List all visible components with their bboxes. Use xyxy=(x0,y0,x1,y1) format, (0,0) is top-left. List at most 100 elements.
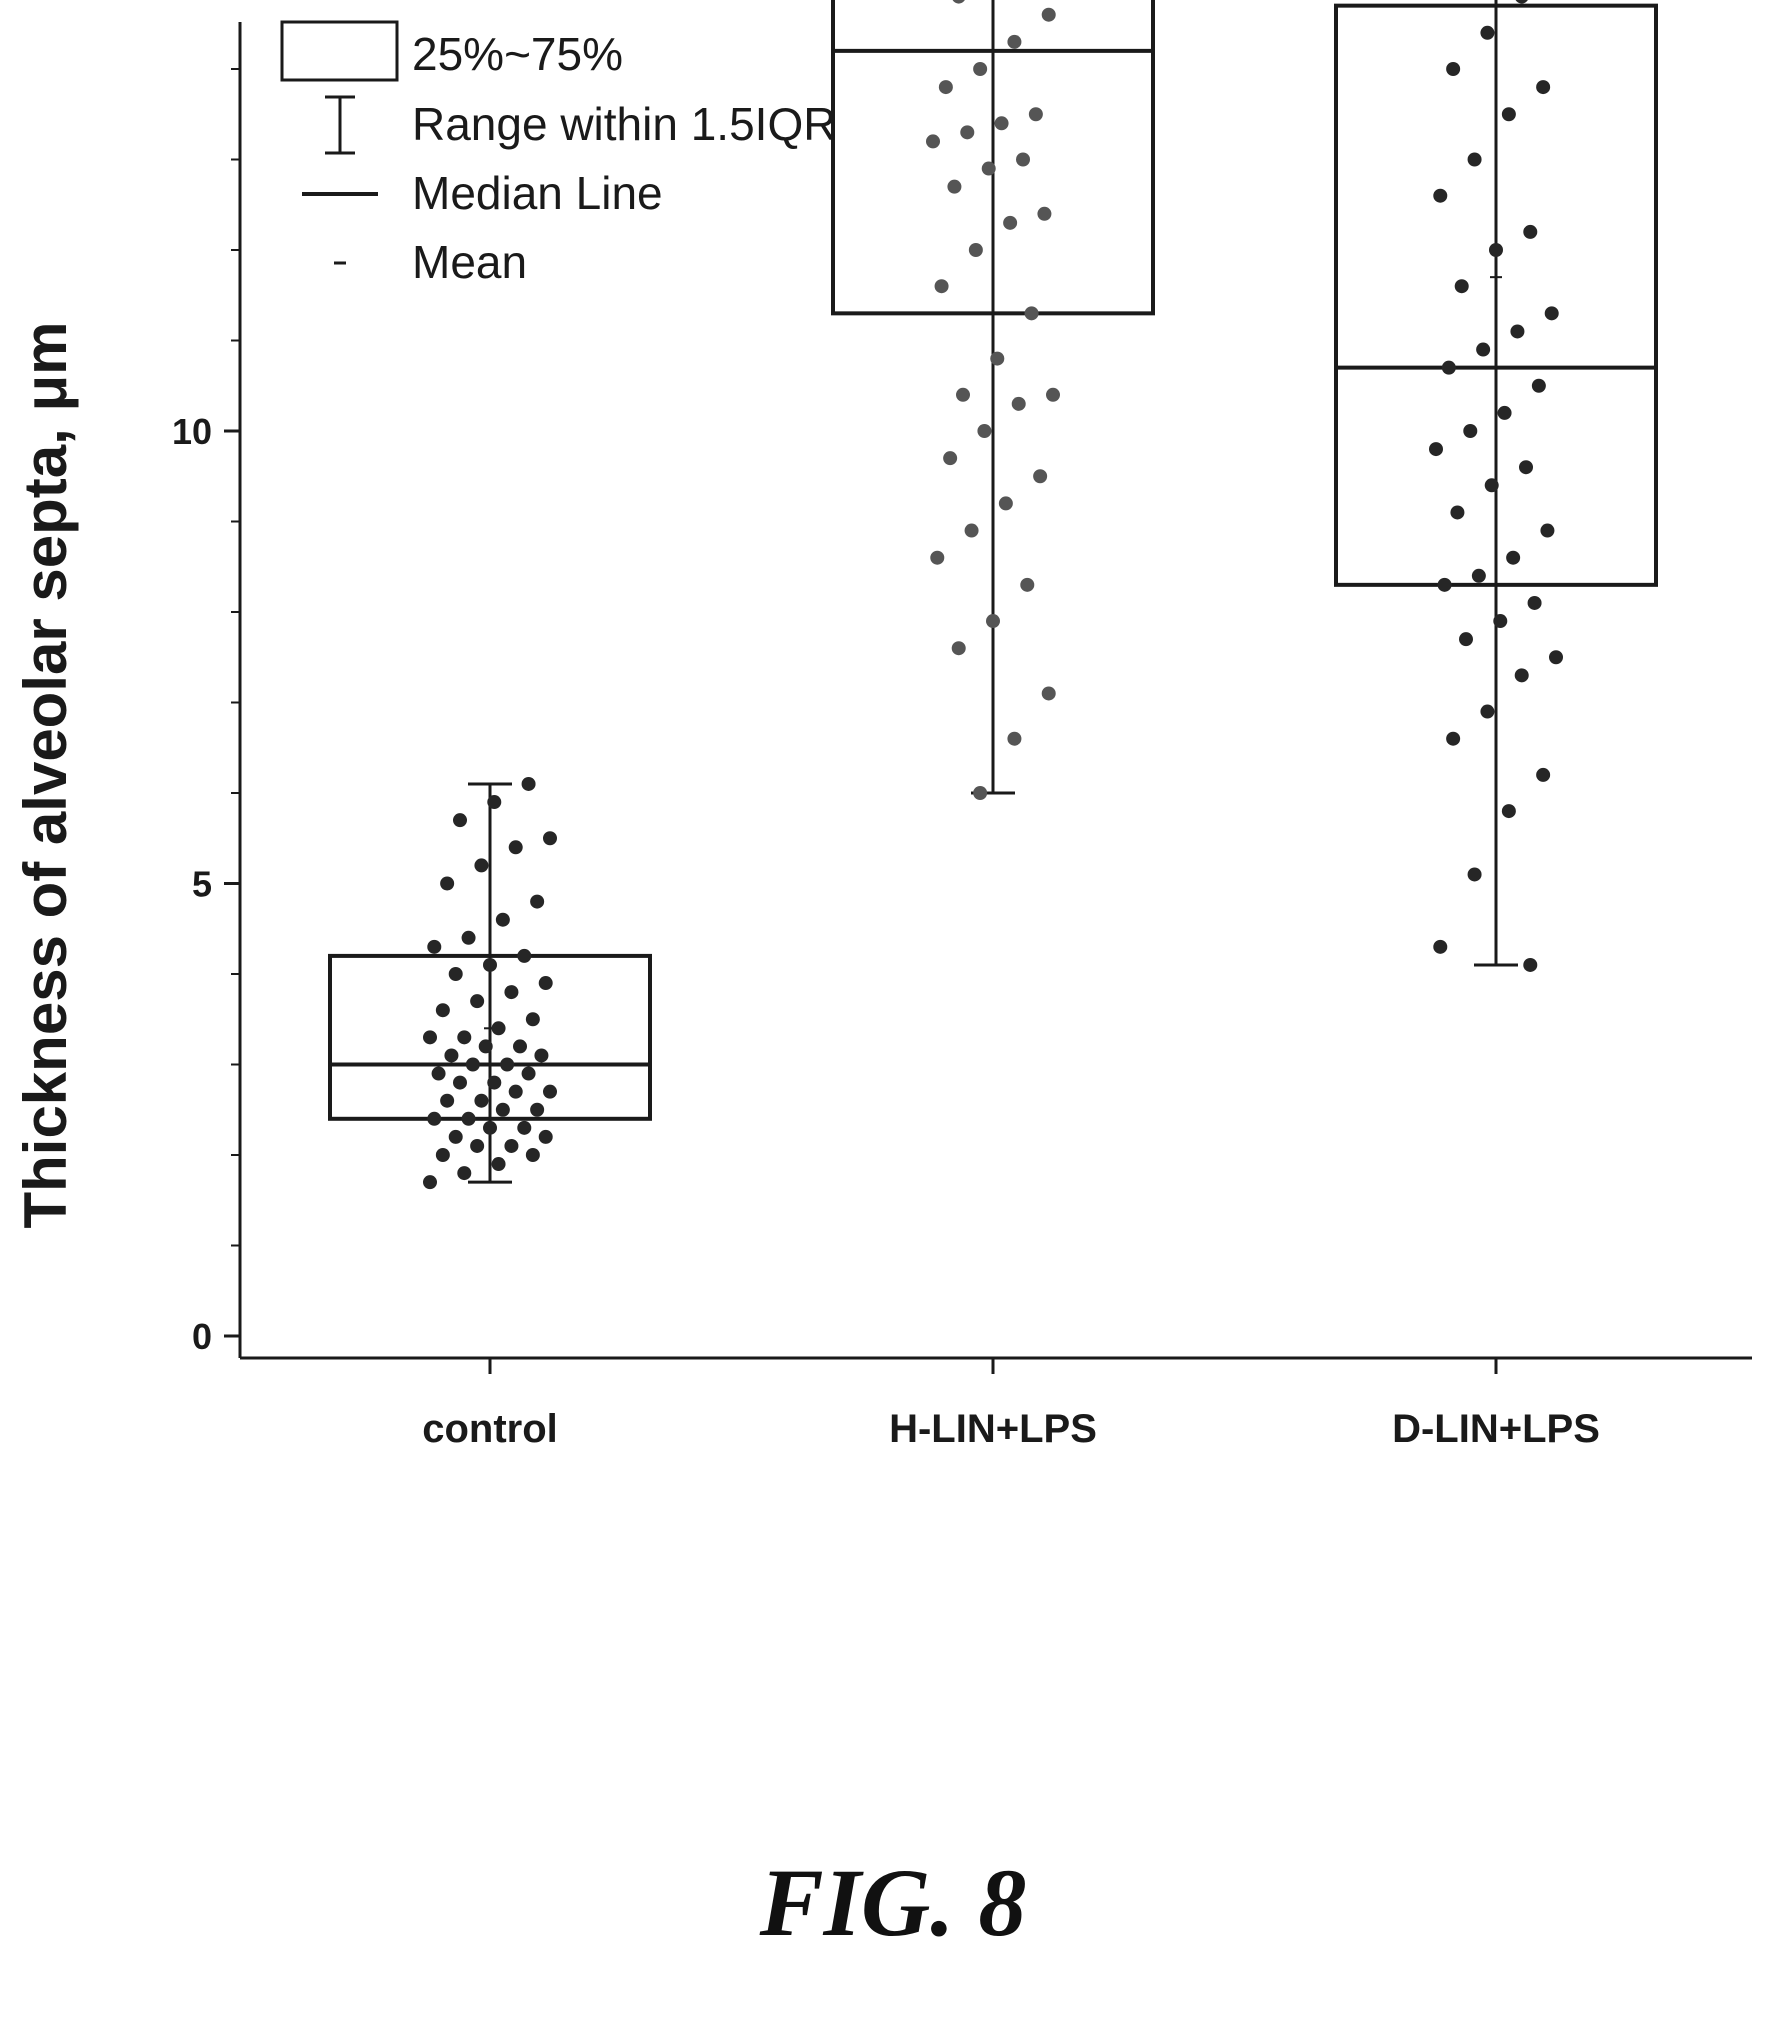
data-point xyxy=(1523,957,1538,972)
iqr-box xyxy=(831,0,1155,316)
x-tick-label: D-LIN+LPS xyxy=(1392,1407,1600,1451)
data-point xyxy=(1531,378,1546,393)
legend-whisker-label: Range within 1.5IQR xyxy=(412,98,836,150)
data-point xyxy=(538,1129,553,1144)
data-point xyxy=(994,116,1009,131)
data-point xyxy=(1446,731,1461,746)
data-point xyxy=(453,813,467,828)
data-point xyxy=(448,1129,463,1144)
data-point xyxy=(500,1057,515,1072)
data-point xyxy=(483,957,497,972)
data-point xyxy=(423,1175,437,1190)
data-point xyxy=(517,948,532,963)
data-point xyxy=(530,894,545,909)
y-tick-label: 0 xyxy=(192,1316,212,1357)
data-points xyxy=(423,0,1563,1190)
data-point xyxy=(1501,804,1516,819)
data-point xyxy=(461,1111,476,1126)
data-point xyxy=(947,179,962,194)
legend-median-label: Median Line xyxy=(412,167,663,219)
y-tick-label: 10 xyxy=(172,411,212,452)
data-point xyxy=(1536,767,1551,782)
data-point xyxy=(470,1138,485,1153)
data-point xyxy=(448,967,463,981)
data-point xyxy=(1519,460,1533,475)
legend-box-symbol xyxy=(280,20,399,82)
data-point xyxy=(534,1048,549,1063)
data-point xyxy=(1540,523,1555,538)
data-point xyxy=(474,1093,489,1108)
data-point xyxy=(1037,206,1052,221)
data-point xyxy=(1463,424,1478,438)
y-tick-label: 5 xyxy=(192,864,212,905)
data-point xyxy=(926,134,940,149)
data-point xyxy=(478,1039,493,1054)
data-point xyxy=(1041,686,1056,701)
data-point xyxy=(1497,405,1512,420)
data-point xyxy=(998,496,1013,511)
data-point xyxy=(440,876,455,891)
data-point xyxy=(1446,62,1461,76)
data-point xyxy=(508,1084,523,1099)
data-point xyxy=(1480,25,1495,40)
data-point xyxy=(1489,243,1503,257)
data-point xyxy=(951,641,966,656)
data-point xyxy=(930,550,945,565)
data-point xyxy=(440,1093,455,1108)
data-point xyxy=(444,1048,459,1063)
data-point xyxy=(1003,215,1018,230)
data-point xyxy=(504,985,519,1000)
data-point xyxy=(465,1057,480,1072)
data-point xyxy=(956,387,970,402)
data-point xyxy=(1437,577,1452,592)
data-point xyxy=(1476,342,1491,357)
data-point xyxy=(934,279,949,294)
data-point xyxy=(1523,224,1538,239)
data-point xyxy=(973,786,988,800)
data-point xyxy=(431,1066,446,1081)
data-point xyxy=(427,939,442,954)
data-point xyxy=(543,831,557,846)
data-point xyxy=(487,795,502,810)
data-point xyxy=(1501,107,1516,122)
data-point xyxy=(1007,731,1022,746)
data-point xyxy=(1493,614,1508,629)
y-axis-title: Thickness of alveolar septa, μm xyxy=(12,321,79,1228)
data-point xyxy=(521,776,536,791)
data-point xyxy=(491,1157,506,1172)
data-point xyxy=(1011,396,1026,411)
data-point xyxy=(1450,505,1465,520)
data-point xyxy=(538,976,553,991)
data-point xyxy=(1024,306,1039,321)
data-point xyxy=(1459,632,1473,647)
data-point xyxy=(1467,152,1482,167)
data-point xyxy=(1433,188,1448,203)
data-point xyxy=(457,1166,472,1181)
data-point xyxy=(470,994,485,1009)
data-point xyxy=(943,451,958,466)
data-point xyxy=(453,1075,467,1090)
data-point xyxy=(968,243,983,257)
data-point xyxy=(964,523,979,538)
legend: 25%~75% Range within 1.5IQR Median Line … xyxy=(280,20,836,288)
data-point xyxy=(1041,7,1056,22)
boxes xyxy=(328,0,1658,1184)
x-tick-label: H-LIN+LPS xyxy=(889,1407,1097,1451)
data-point xyxy=(1484,478,1499,493)
data-point xyxy=(1536,80,1551,95)
data-point xyxy=(517,1120,532,1135)
data-point xyxy=(960,125,975,140)
legend-mean-label: Mean xyxy=(412,236,527,288)
iqr-box xyxy=(1334,3,1658,587)
data-point xyxy=(508,840,523,855)
data-point xyxy=(1046,387,1060,402)
data-point xyxy=(1454,279,1469,294)
data-point xyxy=(1549,650,1563,665)
data-point xyxy=(952,0,965,4)
data-point xyxy=(435,1148,450,1162)
data-point xyxy=(938,80,953,95)
data-point xyxy=(1016,152,1030,167)
data-point xyxy=(1544,306,1559,321)
data-point xyxy=(461,930,476,945)
